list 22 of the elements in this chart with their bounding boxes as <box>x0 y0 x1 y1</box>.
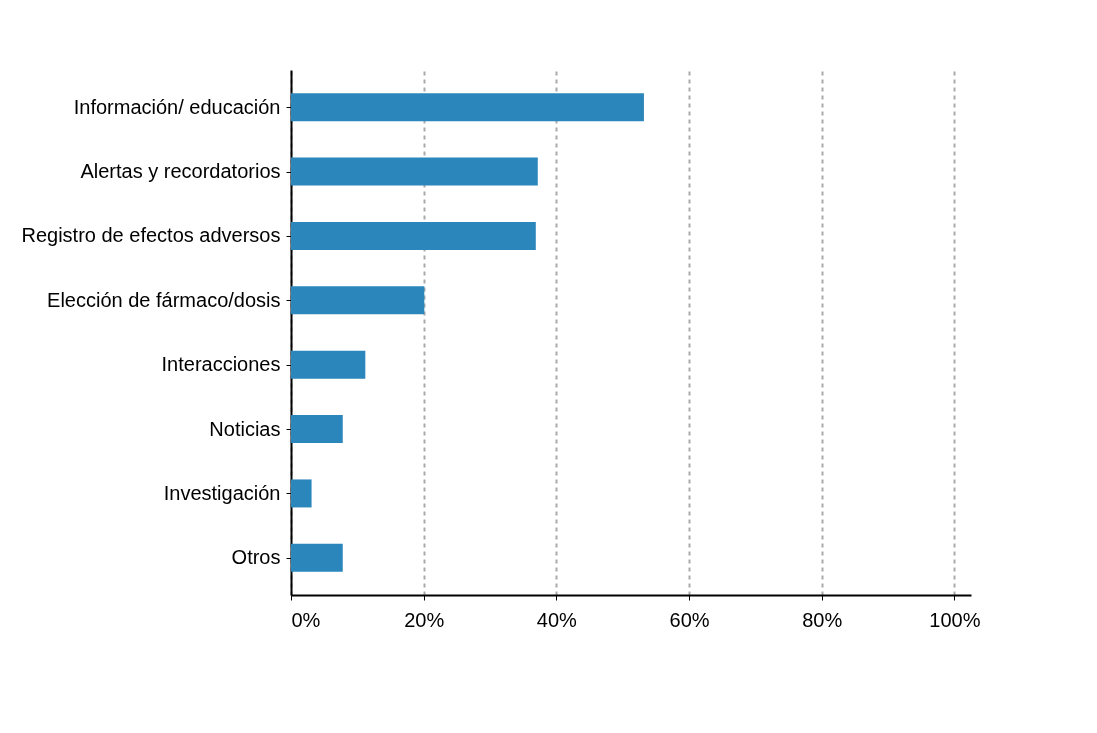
bar <box>291 93 644 122</box>
y-tick-label: Noticias <box>209 417 281 440</box>
x-tick-label: 100% <box>929 608 981 631</box>
bar <box>291 543 343 572</box>
y-tick-label: Interacciones <box>161 353 281 376</box>
bar <box>291 415 343 444</box>
x-tick-label: 0% <box>291 608 321 631</box>
x-tick-label: 20% <box>404 608 445 631</box>
x-tick-label: 40% <box>536 608 578 631</box>
y-tick-label: Elección de fármaco/dosis <box>47 288 281 311</box>
bar <box>291 479 312 508</box>
y-tick-label: Alertas y recordatorios <box>80 160 281 183</box>
bar <box>291 221 536 250</box>
x-tick-label: 60% <box>669 608 710 631</box>
y-tick-label: Registro de efectos adversos <box>21 224 281 247</box>
y-tick-label: Otros <box>231 546 281 569</box>
y-tick-label: Investigación <box>163 481 281 504</box>
x-tick-label: 80% <box>802 608 843 631</box>
bar <box>291 157 538 186</box>
bar <box>291 286 425 315</box>
bar <box>291 350 366 379</box>
y-tick-label: Información/ educación <box>73 95 281 118</box>
